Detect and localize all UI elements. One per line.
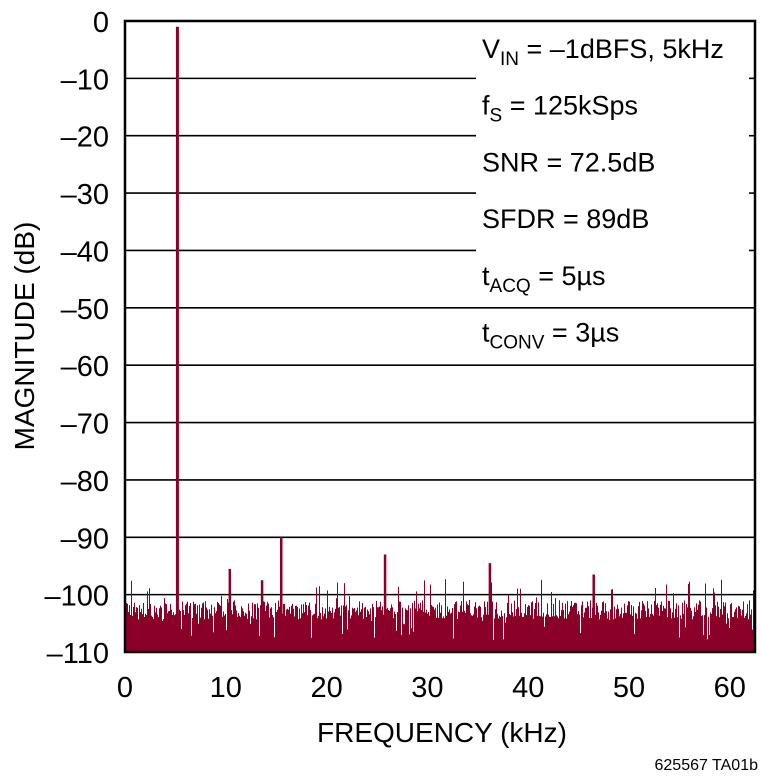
y-tick-label: –70 xyxy=(61,409,109,441)
noise-floor xyxy=(125,579,755,652)
annotation-line: SFDR = 89dB xyxy=(482,204,649,234)
x-tick-label: 40 xyxy=(512,672,544,704)
spectrum-series xyxy=(125,26,755,652)
y-axis-title: MAGNITUDE (dB) xyxy=(9,222,40,451)
plot-frame xyxy=(123,19,757,654)
annotation-box: VIN = –1dBFS, 5kHz fS = 125kSps SNR = 72.5… xyxy=(482,34,724,354)
y-tick-label: –100 xyxy=(44,581,109,613)
y-tick-label: –50 xyxy=(61,294,109,326)
plot-background xyxy=(125,21,755,652)
x-tick-label: 60 xyxy=(714,672,746,704)
y-tick-label: –10 xyxy=(61,64,109,96)
y-tick-label: –80 xyxy=(61,466,109,498)
x-tick-label: 0 xyxy=(117,672,133,704)
annotation-line: tACQ = 5µs xyxy=(482,261,606,297)
y-tick-label: –110 xyxy=(47,638,109,670)
annotation-line: VIN = –1dBFS, 5kHz xyxy=(482,34,724,70)
x-axis-tick-labels: 0 10 20 30 40 50 60 xyxy=(117,672,746,704)
y-axis-tick-labels: 0 –10 –20 –30 –40 –50 –60 –70 –80 –90 –100 –110 xyxy=(44,7,109,670)
y-tick-label: –90 xyxy=(61,523,109,555)
annotation-line: fS = 125kSps xyxy=(482,91,638,127)
y-tick-label: –40 xyxy=(61,236,109,268)
plot-area: VIN = –1dBFS, 5kHz fS = 125kSps SNR = 72.5… xyxy=(123,19,757,654)
y-tick-label: –20 xyxy=(61,122,109,154)
x-axis-title: FREQUENCY (kHz) xyxy=(317,717,567,748)
annotation-line: tCONV = 3µs xyxy=(482,318,619,354)
x-tick-label: 20 xyxy=(310,672,342,704)
y-tick-label: –60 xyxy=(61,351,109,383)
x-tick-label: 50 xyxy=(613,672,645,704)
y-tick-label: –30 xyxy=(61,179,109,211)
y-tick-label: 0 xyxy=(93,7,109,39)
figure-id: 625567 TA01b xyxy=(655,757,759,774)
x-tick-label: 10 xyxy=(210,672,242,704)
x-tick-label: 30 xyxy=(411,672,443,704)
annotation-line: SNR = 72.5dB xyxy=(482,147,655,177)
